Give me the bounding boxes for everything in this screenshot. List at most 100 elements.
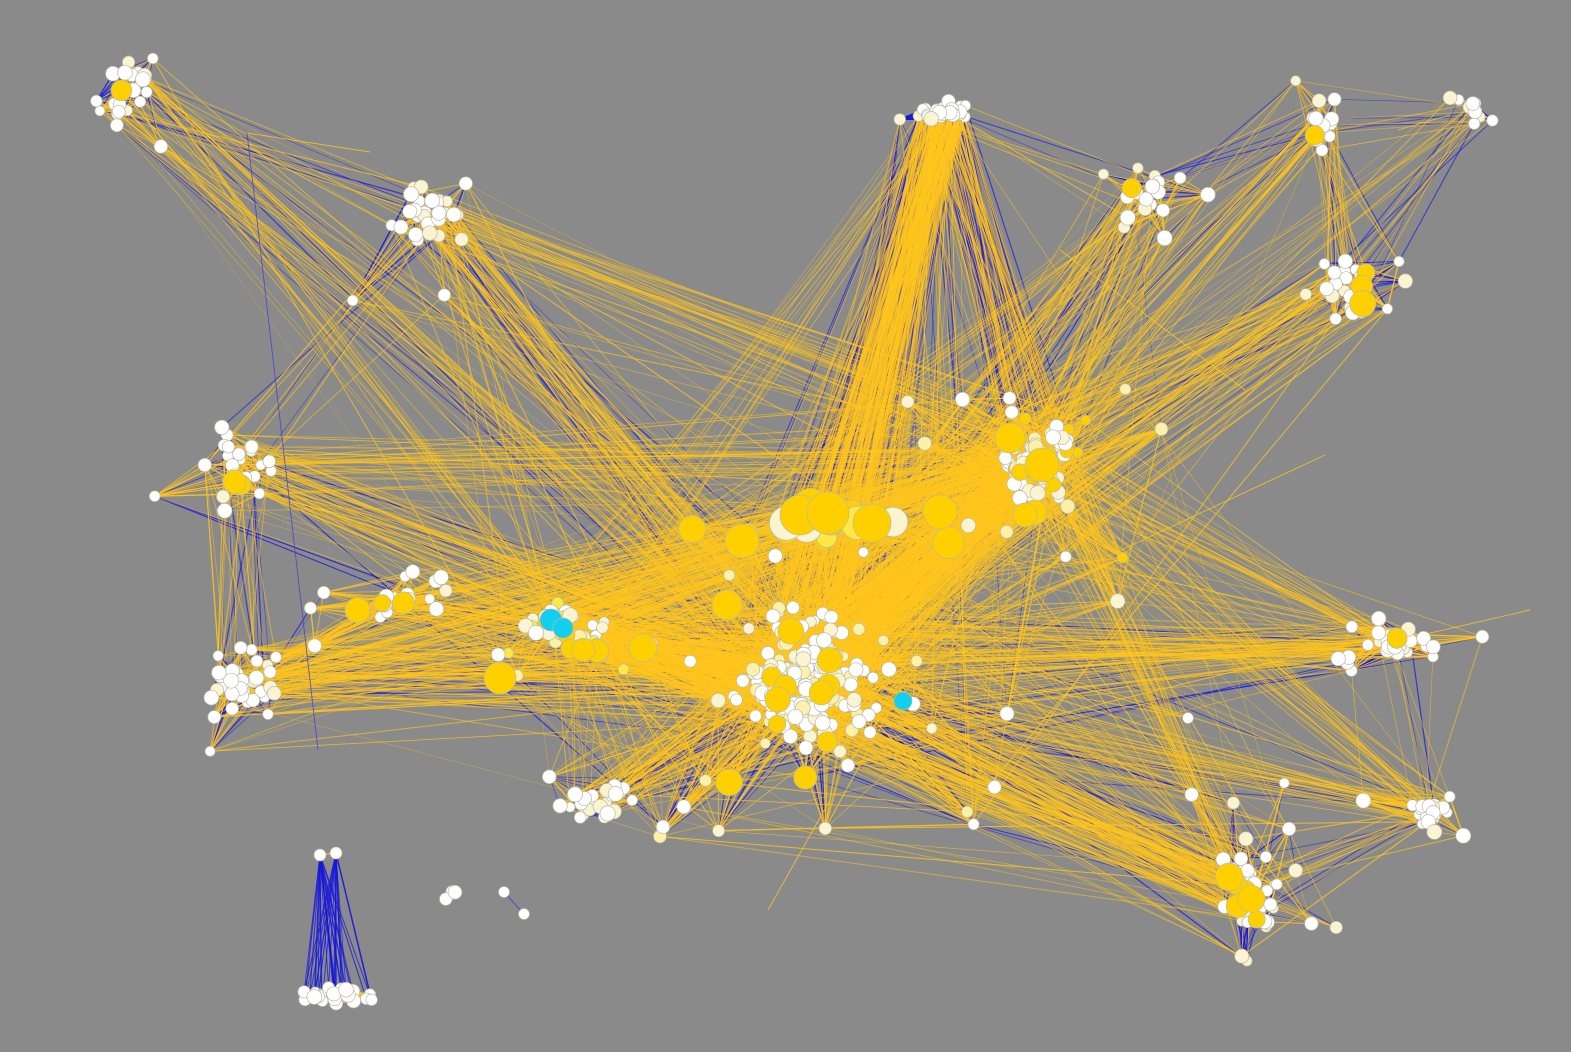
graph-node[interactable] <box>1029 485 1046 502</box>
graph-node[interactable] <box>1002 391 1017 405</box>
graph-node[interactable] <box>393 219 409 235</box>
graph-node[interactable] <box>1393 255 1405 268</box>
graph-node[interactable] <box>954 391 971 408</box>
graph-node[interactable] <box>767 548 783 564</box>
graph-node[interactable] <box>1116 552 1129 564</box>
graph-node[interactable] <box>824 610 839 625</box>
graph-node[interactable] <box>917 436 932 451</box>
graph-node[interactable] <box>250 654 264 668</box>
graph-node-gold-hub[interactable] <box>1012 502 1038 528</box>
graph-node[interactable] <box>730 693 743 707</box>
graph-node[interactable] <box>1173 171 1187 185</box>
graph-node[interactable] <box>786 600 800 615</box>
graph-node[interactable] <box>1119 383 1132 396</box>
graph-node[interactable] <box>840 758 855 773</box>
graph-node[interactable] <box>1060 498 1076 514</box>
graph-node[interactable] <box>408 227 424 243</box>
graph-node[interactable] <box>863 725 877 739</box>
graph-node[interactable] <box>596 621 609 634</box>
graph-node[interactable] <box>571 638 596 662</box>
graph-node-highlighted-cyan[interactable] <box>893 691 913 711</box>
graph-node[interactable] <box>1416 630 1431 646</box>
graph-node[interactable] <box>117 64 133 81</box>
graph-node[interactable] <box>1263 897 1278 912</box>
graph-node[interactable] <box>1132 162 1144 174</box>
graph-node[interactable] <box>223 672 240 689</box>
graph-node[interactable] <box>197 457 212 473</box>
graph-node[interactable] <box>818 821 832 836</box>
graph-node-gold-hub[interactable] <box>994 422 1026 454</box>
graph-node[interactable] <box>1319 281 1334 297</box>
graph-node[interactable] <box>777 618 805 645</box>
graph-node[interactable] <box>816 647 843 674</box>
graph-node[interactable] <box>248 670 265 686</box>
graph-node[interactable] <box>446 206 462 223</box>
graph-node[interactable] <box>402 204 418 219</box>
graph-node[interactable] <box>1233 851 1249 866</box>
graph-node[interactable] <box>1121 178 1142 199</box>
graph-node[interactable] <box>1355 792 1372 809</box>
graph-node[interactable] <box>987 780 1002 795</box>
graph-node[interactable] <box>135 71 151 88</box>
graph-node[interactable] <box>764 686 791 713</box>
graph-node[interactable] <box>1426 824 1443 840</box>
graph-node[interactable] <box>999 706 1015 722</box>
graph-node[interactable] <box>1443 790 1456 803</box>
graph-node[interactable] <box>232 447 246 461</box>
graph-node[interactable] <box>1304 916 1319 931</box>
graph-node[interactable] <box>1486 114 1499 127</box>
graph-node[interactable] <box>1278 777 1290 789</box>
graph-node[interactable] <box>224 686 240 702</box>
graph-node-gold-hub[interactable] <box>724 523 760 559</box>
graph-node[interactable] <box>1311 93 1327 108</box>
graph-node[interactable] <box>1138 191 1154 207</box>
graph-node[interactable] <box>373 594 392 612</box>
graph-node-isolated[interactable] <box>1182 712 1194 724</box>
graph-node[interactable] <box>1397 273 1413 289</box>
graph-node[interactable] <box>816 632 833 649</box>
graph-node[interactable] <box>317 585 331 600</box>
graph-node[interactable] <box>245 643 258 656</box>
graph-node[interactable] <box>617 663 630 676</box>
graph-node[interactable] <box>422 225 438 241</box>
graph-node[interactable] <box>767 714 787 734</box>
graph-node[interactable] <box>712 824 725 838</box>
graph-node[interactable] <box>867 671 879 684</box>
graph-node[interactable] <box>586 619 599 631</box>
graph-node[interactable] <box>699 774 712 787</box>
graph-node[interactable] <box>808 680 834 706</box>
graph-node[interactable] <box>433 569 449 586</box>
graph-node[interactable] <box>1337 253 1353 269</box>
graph-node[interactable] <box>1327 92 1342 107</box>
graph-node-gold-hub[interactable] <box>806 491 850 535</box>
graph-node[interactable] <box>1361 638 1374 651</box>
graph-node[interactable] <box>1442 90 1458 106</box>
graph-node[interactable] <box>1386 627 1408 649</box>
graph-node-isolated[interactable] <box>313 848 327 862</box>
graph-node[interactable] <box>1339 271 1353 285</box>
graph-node[interactable] <box>1080 415 1092 426</box>
graph-node[interactable] <box>222 440 235 454</box>
node-layer[interactable] <box>90 52 1499 1011</box>
graph-node[interactable] <box>1381 303 1393 315</box>
graph-node[interactable] <box>148 490 161 502</box>
graph-node[interactable] <box>599 805 616 822</box>
graph-node[interactable] <box>607 786 624 802</box>
graph-node[interactable] <box>1234 948 1250 964</box>
graph-node[interactable] <box>454 232 469 247</box>
graph-node[interactable] <box>833 744 847 759</box>
graph-node[interactable] <box>1144 178 1161 195</box>
graph-node[interactable] <box>1290 75 1302 87</box>
graph-node[interactable] <box>848 662 864 678</box>
graph-node[interactable] <box>1304 125 1325 146</box>
graph-node[interactable] <box>926 722 938 735</box>
graph-node-gold-hub[interactable] <box>852 503 892 543</box>
graph-node[interactable] <box>207 710 222 724</box>
graph-node[interactable] <box>683 654 697 668</box>
graph-node[interactable] <box>1045 429 1061 446</box>
graph-node[interactable] <box>999 524 1014 539</box>
graph-node[interactable] <box>1425 639 1441 655</box>
graph-node[interactable] <box>431 205 447 221</box>
graph-node[interactable] <box>263 665 277 679</box>
